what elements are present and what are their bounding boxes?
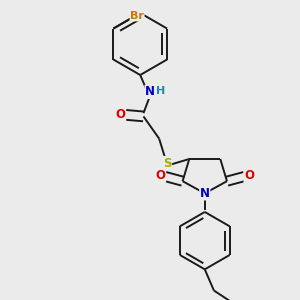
Text: N: N [200, 187, 210, 200]
Text: N: N [145, 85, 155, 98]
Text: O: O [155, 169, 166, 182]
Text: O: O [244, 169, 254, 182]
Text: O: O [116, 108, 126, 121]
Text: Br: Br [130, 11, 144, 21]
Text: H: H [156, 86, 165, 96]
Text: S: S [163, 157, 172, 169]
